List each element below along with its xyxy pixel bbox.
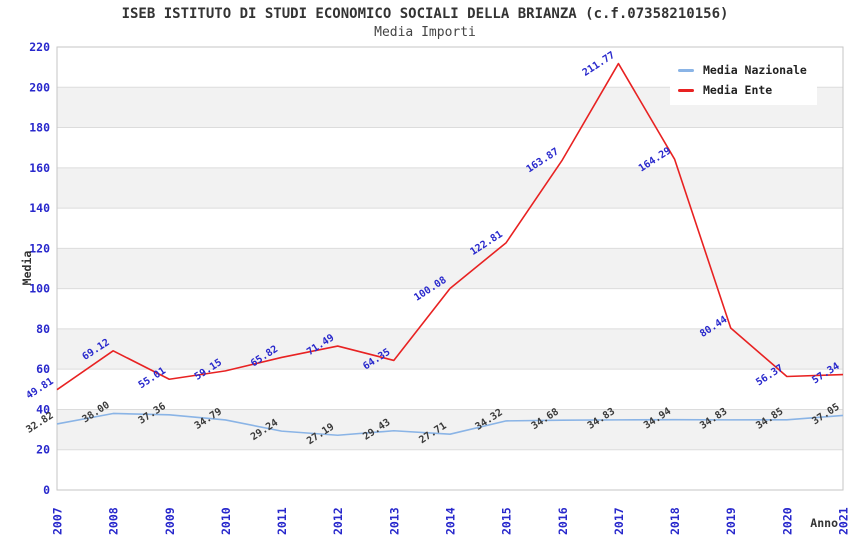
y-tick-label: 100 xyxy=(29,282,50,296)
legend-item-media-ente: Media Ente xyxy=(678,83,807,97)
y-tick-label: 220 xyxy=(29,40,50,54)
x-tick-label: 2011 xyxy=(275,507,289,535)
x-tick-label: 2021 xyxy=(837,507,850,535)
y-tick-label: 200 xyxy=(29,80,50,94)
legend-item-media-nazionale: Media Nazionale xyxy=(678,63,807,77)
chart-subtitle: Media Importi xyxy=(374,25,476,40)
legend-label-media-nazionale: Media Nazionale xyxy=(703,63,807,77)
x-tick-label: 2020 xyxy=(780,507,794,535)
series-line-media-nazionale xyxy=(56,412,844,437)
y-tick-label: 0 xyxy=(43,483,50,497)
x-tick-label: 2016 xyxy=(556,507,570,535)
y-tick-label: 40 xyxy=(36,402,50,416)
x-tick-label: 2015 xyxy=(500,507,514,535)
x-tick-label: 2013 xyxy=(387,507,401,535)
x-axis-label: Anno xyxy=(810,516,838,530)
y-tick-label: 120 xyxy=(29,241,50,255)
plot-band xyxy=(57,328,843,370)
y-tick-label: 180 xyxy=(29,121,50,135)
series-line-media-ente xyxy=(56,62,844,391)
x-tick-label: 2008 xyxy=(107,507,121,535)
x-tick-label: 2014 xyxy=(444,507,458,535)
x-tick-label: 2017 xyxy=(612,507,626,535)
x-tick-label: 2010 xyxy=(219,507,233,535)
y-tick-label: 60 xyxy=(36,362,50,376)
y-axis-label: Media xyxy=(20,251,34,286)
x-tick-label: 2018 xyxy=(668,507,682,535)
plot-band xyxy=(57,167,843,209)
x-tick-label: 2012 xyxy=(331,507,345,535)
y-tick-label: 80 xyxy=(36,322,50,336)
legend-label-media-ente: Media Ente xyxy=(703,83,773,97)
legend-swatch-media-nazionale-icon xyxy=(678,68,694,72)
legend-swatch-media-ente-icon xyxy=(678,88,694,92)
y-tick-label: 20 xyxy=(36,443,50,457)
data-label-media-ente: 49.81 xyxy=(24,376,55,402)
chart-title: ISEB ISTITUTO DI STUDI ECONOMICO SOCIALI… xyxy=(121,6,729,22)
x-tick-label: 2019 xyxy=(724,507,738,535)
plot-border xyxy=(56,46,844,491)
x-tick-label: 2007 xyxy=(51,507,65,535)
chart-legend: Media Nazionale Media Ente xyxy=(670,57,817,105)
y-tick-label: 140 xyxy=(29,201,50,215)
plot-band xyxy=(57,248,843,289)
x-tick-label: 2009 xyxy=(163,507,177,535)
y-tick-label: 160 xyxy=(29,161,50,175)
